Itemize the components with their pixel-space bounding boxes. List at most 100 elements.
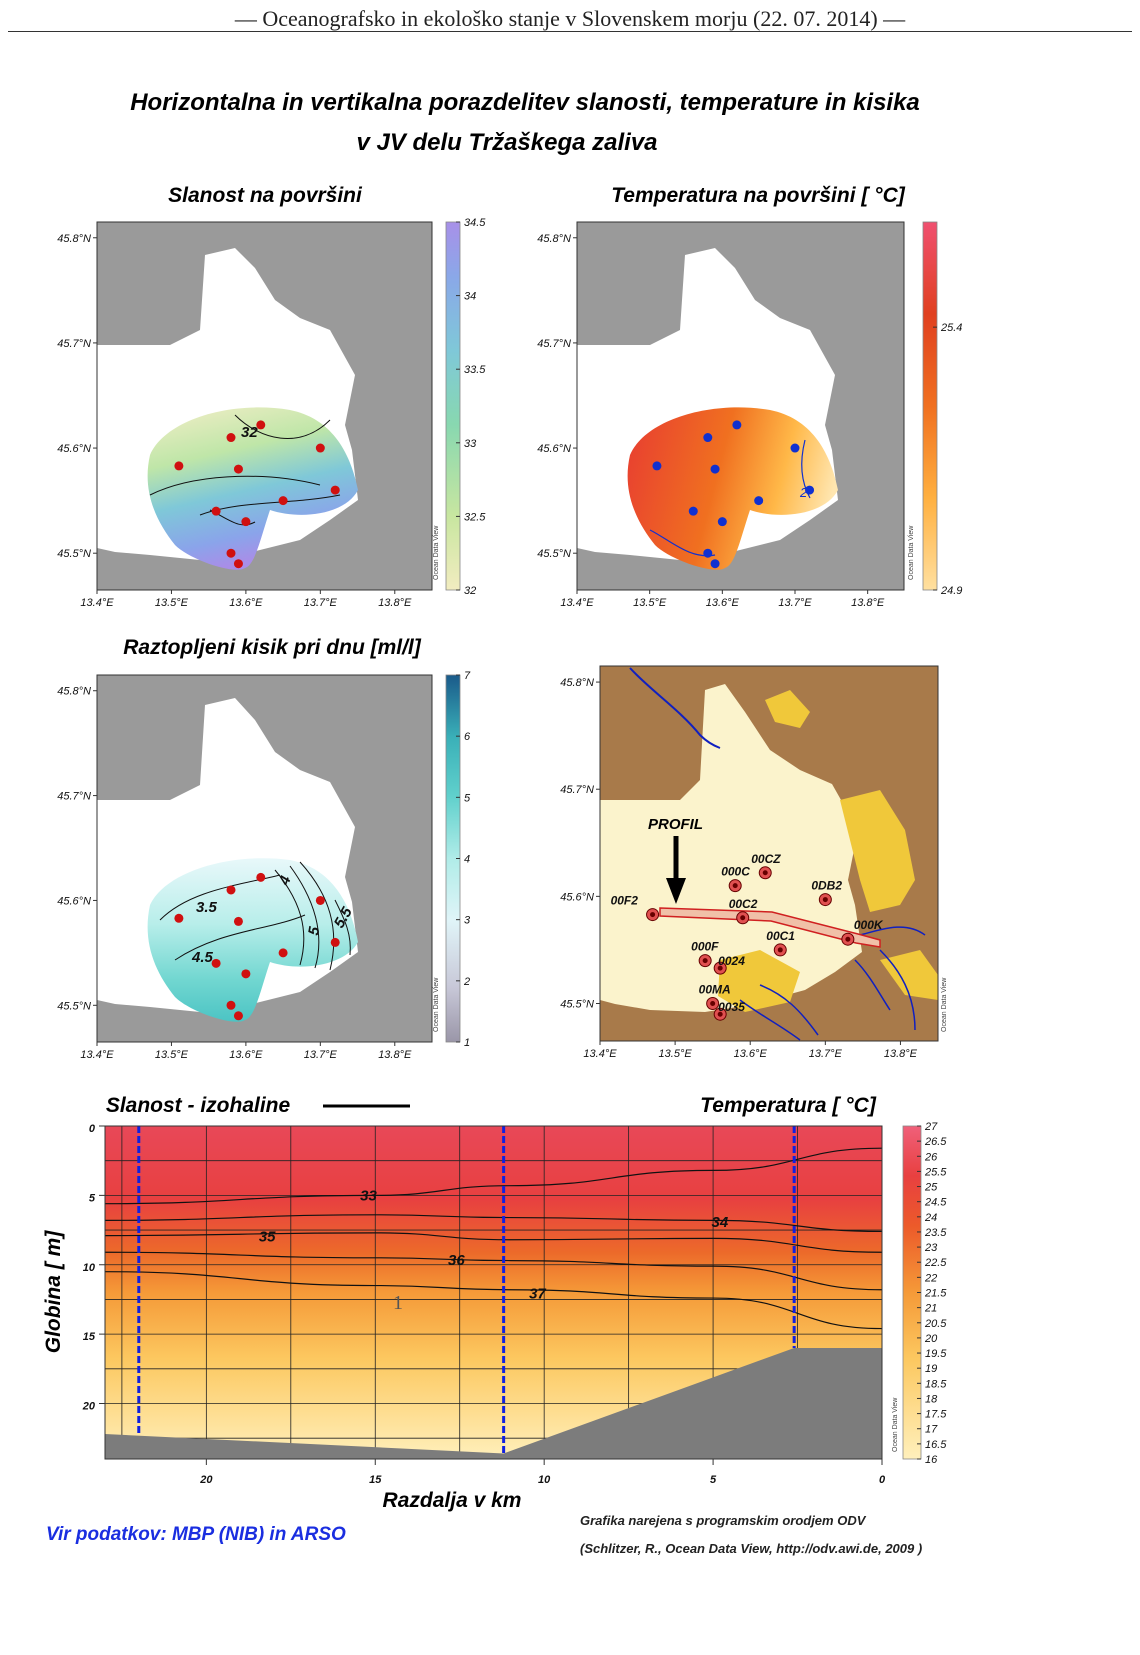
section-xlabel: Razdalja v km	[383, 1489, 522, 1512]
lon-tick-label: 13.4°E	[560, 597, 594, 609]
page-header: — Oceanografsko in ekološko stanje v Slo…	[234, 6, 906, 31]
station-label: 0024	[718, 954, 745, 968]
colorbar-tick-label: 23	[924, 1242, 938, 1254]
isohaline-line	[105, 1147, 882, 1205]
station-map-axes: 13.4°E 13.5°E 13.6°E 13.7°E 13.8°E 45.8°N 45.7…	[560, 677, 917, 1060]
temperature-stations	[652, 420, 815, 569]
lat-tick-label: 45.7°N	[57, 338, 91, 350]
salinity-colorbar	[445, 221, 461, 591]
colorbar-tick-label: 32	[464, 585, 476, 597]
oxygen-contour	[289, 865, 320, 969]
colorbar-tick-label: 20	[924, 1333, 938, 1345]
section-isohalines: 33 34 35 36 37	[105, 1147, 882, 1330]
colorbar-tick-label: 23.5	[924, 1227, 947, 1239]
colorbar-tick-label: 2	[463, 976, 470, 988]
colorbar-tick-label: 18.5	[925, 1378, 947, 1390]
lon-tick-label: 13.8°E	[851, 597, 885, 609]
lowland-area	[718, 950, 800, 1012]
station-dot	[652, 461, 662, 471]
sea-area	[600, 684, 862, 1012]
profile-arrow-head	[666, 878, 686, 904]
lon-tick-label: 13.5°E	[155, 597, 189, 609]
lon-tick-label: 13.7°E	[304, 1049, 338, 1061]
station-map: PROFIL 00F2000C00CZ00C20DB2000K00C1000F0…	[560, 665, 948, 1060]
station-dot	[754, 496, 764, 506]
colorbar-tick-label: 4	[464, 854, 470, 866]
station-marker-center	[710, 1001, 716, 1006]
map-frame	[96, 674, 433, 1043]
station-marker-center	[717, 965, 723, 971]
salinity-contour	[234, 414, 331, 439]
colorbar-tick-label: 18	[925, 1393, 938, 1405]
station-marker-center	[650, 912, 656, 918]
station-dot	[315, 895, 325, 905]
colorbar-tick-label: 19	[925, 1363, 937, 1375]
station-label: 00C2	[729, 897, 758, 911]
colorbar-tick-label: 6	[464, 731, 471, 743]
station-dot	[233, 464, 243, 474]
station-label: 00F2	[611, 894, 639, 908]
colorbar-tick-label: 21	[924, 1303, 937, 1315]
temperature-field	[627, 407, 838, 570]
colorbar-tick-label: 5	[464, 792, 471, 804]
lat-tick-label: 45.6°N	[57, 443, 91, 455]
lon-tick-label: 13.8°E	[884, 1048, 918, 1060]
colorbar-tick-label: 25	[924, 1182, 938, 1194]
station-marker-center	[762, 870, 768, 876]
station-dot	[688, 506, 698, 516]
station-label: 0035	[718, 1000, 745, 1014]
credit-line2: (Schlitzer, R., Ocean Data View, http://…	[580, 1541, 923, 1556]
oxygen-contour-label: 3.5	[196, 899, 218, 916]
map-frame	[96, 221, 433, 591]
section-chart: Slanost - izohaline Temperatura [ °C] 33…	[42, 1094, 947, 1512]
oxygen-contour	[274, 869, 305, 966]
colorbar-tick-label: 34.5	[464, 217, 486, 229]
colorbar-tick-label: 1	[464, 1037, 470, 1049]
lat-tick-label: 45.8°N	[537, 233, 571, 245]
station-dot	[330, 485, 340, 495]
temperature-map: 2 13.4°E 13.5°E 13.6°E 13.7°E 13.8°E 45.8°N 45…	[537, 221, 962, 609]
section-annotation: 1	[393, 1292, 403, 1314]
colorbar-tick-label: 24.9	[940, 585, 962, 597]
oxygen-map-axes: 13.4°E 13.5°E 13.6°E 13.7°E 13.8°E 45.8°N 45.7…	[57, 686, 412, 1061]
odv-watermark: Ocean Data View	[941, 977, 948, 1032]
colorbar-tick-label: 17.5	[925, 1409, 947, 1421]
credit-line1: Grafika narejena s programskim orodjem O…	[580, 1513, 866, 1528]
station-marker-center	[822, 897, 828, 903]
station-marker-center	[702, 958, 708, 964]
colorbar-tick-label: 21.5	[924, 1288, 947, 1300]
station-marker-center	[732, 883, 738, 889]
colorbar-tick-label: 17	[925, 1424, 938, 1436]
isohaline-line	[105, 1232, 882, 1253]
station-dot	[710, 464, 720, 474]
colorbar-tick-label: 20.5	[924, 1318, 947, 1330]
salinity-map-axes: 13.4°E 13.5°E 13.6°E 13.7°E 13.8°E 45.8°N 45.7…	[57, 233, 412, 609]
oxygen-stations	[174, 872, 340, 1021]
lat-tick-label: 45.6°N	[537, 443, 571, 455]
temperature-colorbar-ticks: 25.4 24.9	[933, 322, 962, 597]
station-marker-center	[717, 1011, 723, 1017]
isohaline-label: 33	[360, 1188, 377, 1205]
station-dot	[732, 420, 742, 430]
colorbar-tick-label: 27	[924, 1121, 938, 1133]
station-dot	[717, 517, 727, 527]
y-tick-label: 20	[82, 1401, 96, 1413]
station-dot	[241, 969, 251, 979]
station-dot	[233, 559, 243, 569]
x-tick-label: 5	[710, 1474, 717, 1486]
lat-tick-label: 45.8°N	[560, 677, 594, 689]
lon-tick-label: 13.5°E	[633, 597, 667, 609]
station-label: 000F	[691, 940, 719, 954]
odv-watermark: Ocean Data View	[433, 977, 440, 1032]
station-dot	[174, 461, 184, 471]
station-dot	[226, 1000, 236, 1010]
lat-tick-label: 45.7°N	[560, 784, 594, 796]
lon-tick-label: 13.6°E	[706, 597, 740, 609]
lon-tick-label: 13.7°E	[809, 1048, 843, 1060]
station-marker-center	[845, 936, 851, 942]
river-line	[629, 667, 721, 749]
isohaline-label: 37	[529, 1286, 546, 1303]
station-label: 0DB2	[811, 879, 842, 893]
isohaline-label: 34	[711, 1214, 728, 1231]
